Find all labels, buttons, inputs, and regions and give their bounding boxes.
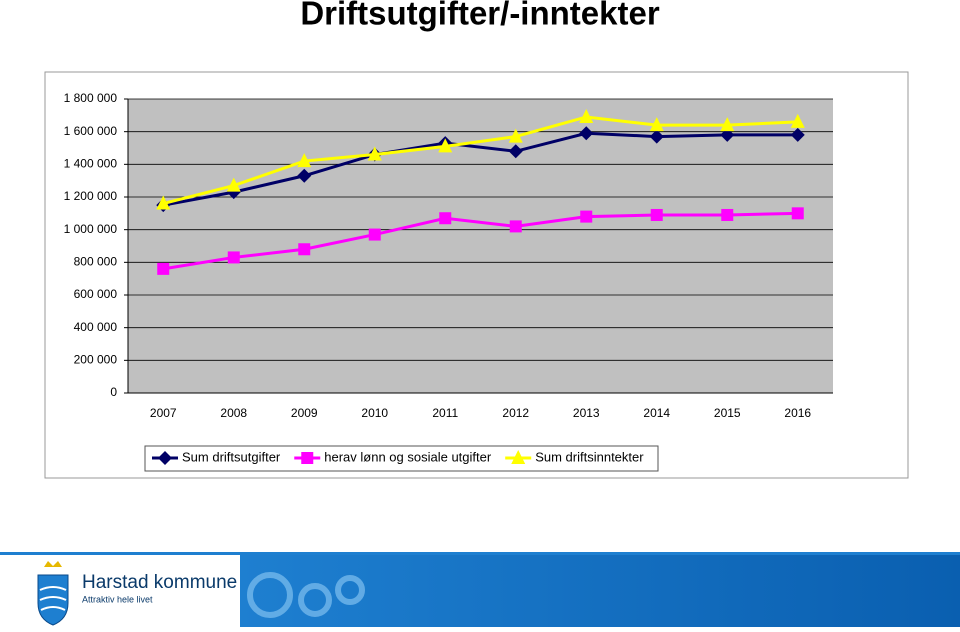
marker	[298, 243, 311, 256]
marker	[791, 207, 804, 220]
y-tick-label: 1 200 000	[64, 189, 118, 203]
marker	[439, 212, 452, 225]
y-tick-label: 0	[110, 385, 117, 399]
marker	[157, 262, 170, 275]
marker	[297, 153, 312, 168]
y-tick-label: 400 000	[74, 320, 118, 334]
marker	[508, 144, 523, 159]
footer-slogan: Attraktiv hele livet	[82, 594, 153, 604]
y-tick-label: 600 000	[74, 287, 118, 301]
x-tick-label: 2016	[784, 406, 811, 420]
marker	[297, 168, 312, 183]
legend-label: herav lønn og sosiale utgifter	[324, 449, 492, 464]
marker	[790, 113, 805, 128]
legend-label: Sum driftsinntekter	[535, 449, 644, 464]
y-tick-label: 1 600 000	[64, 124, 118, 138]
marker	[158, 451, 172, 465]
series-line	[162, 115, 798, 205]
x-tick-label: 2014	[643, 406, 670, 420]
gear-graphic	[247, 572, 365, 618]
marker	[580, 210, 593, 223]
marker	[579, 108, 594, 123]
marker	[509, 220, 522, 233]
y-tick-label: 1 400 000	[64, 157, 118, 171]
plot-area	[128, 99, 833, 393]
marker	[720, 127, 735, 142]
legend-label: Sum driftsutgifter	[182, 449, 281, 464]
marker	[721, 208, 734, 221]
x-tick-label: 2010	[361, 406, 388, 420]
series-line	[162, 131, 798, 207]
slide-title: Driftsutgifter/-inntekter	[300, 0, 660, 32]
marker	[367, 146, 382, 161]
footer-band	[240, 555, 960, 627]
y-tick-label: 1 000 000	[64, 222, 118, 236]
y-tick-label: 800 000	[74, 255, 118, 269]
marker	[790, 127, 805, 142]
legend-frame	[144, 445, 659, 472]
logo-waves	[39, 586, 67, 611]
marker	[579, 126, 594, 141]
legend: Sum driftsutgifter herav lønn og sosiale …	[144, 445, 659, 472]
x-tick-label: 2015	[714, 406, 741, 420]
y-tick-label: 1 800 000	[64, 91, 118, 105]
logo-crown	[44, 561, 62, 567]
marker	[368, 228, 381, 241]
marker	[720, 117, 735, 132]
marker	[438, 138, 453, 153]
marker	[226, 177, 241, 192]
marker	[649, 129, 664, 144]
marker	[301, 452, 314, 464]
marker	[511, 450, 526, 464]
x-tick-label: 2008	[220, 406, 247, 420]
x-tick-label: 2012	[502, 406, 529, 420]
marker	[227, 251, 240, 264]
footer-name: Harstad kommune	[82, 572, 237, 593]
x-tick-label: 2011	[432, 406, 458, 420]
y-tick-label: 200 000	[74, 353, 118, 367]
marker	[650, 208, 663, 221]
footer-line	[0, 552, 960, 555]
marker	[649, 117, 664, 132]
marker	[156, 195, 171, 210]
x-tick-label: 2013	[573, 406, 600, 420]
marker	[508, 128, 523, 143]
x-tick-label: 2009	[291, 406, 318, 420]
x-tick-label: 2007	[150, 406, 177, 420]
series-line	[163, 211, 798, 271]
